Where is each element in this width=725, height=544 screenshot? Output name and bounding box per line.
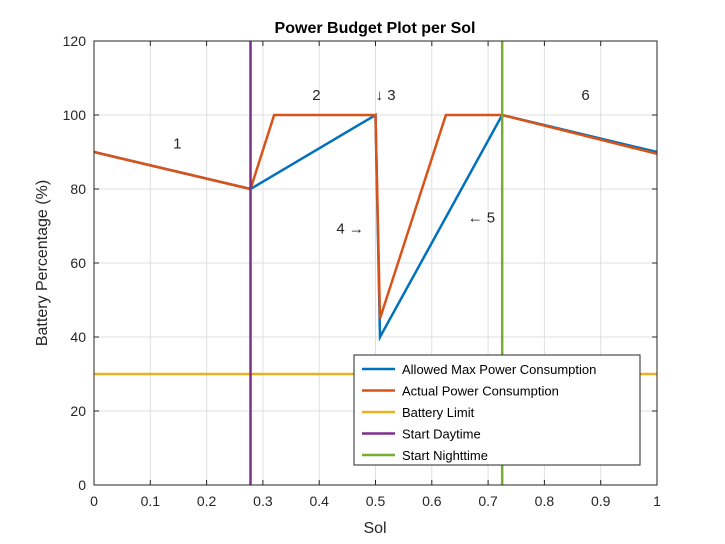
x-tick-label: 1 (653, 493, 661, 509)
axis-ticks: 0 0.1 0.2 0.3 0.4 0.5 0.6 0.7 0.8 0.9 1 0 20 40 60 80 10… (63, 33, 661, 509)
series-line-actual-power-consumption (93, 113, 658, 319)
legend-entry: Battery Limit (402, 405, 475, 420)
x-tick-label: 0.1 (141, 493, 161, 509)
annotation-label: ← 5 (468, 209, 496, 226)
annotation-label: 1 (173, 135, 181, 152)
legend-entry: Actual Power Consumption (402, 384, 559, 399)
y-tick-label: 60 (70, 255, 86, 271)
x-tick-label: 0.8 (535, 493, 555, 509)
x-tick-label: 0.6 (422, 493, 442, 509)
x-tick-label: 0 (90, 493, 98, 509)
x-tick-label: 0.4 (309, 493, 329, 509)
y-tick-label: 40 (70, 329, 86, 345)
y-tick-label: 0 (78, 477, 86, 493)
x-axis-label: Sol (363, 520, 386, 537)
x-tick-label: 0.2 (197, 493, 217, 509)
legend-entry: Allowed Max Power Consumption (402, 362, 596, 377)
annotation-label: 2 (312, 87, 320, 104)
x-tick-label: 0.5 (366, 493, 386, 509)
chart-title: Power Budget Plot per Sol (275, 20, 476, 37)
annotation-label: ↓ 3 (376, 87, 396, 104)
x-tick-label: 0.9 (591, 493, 611, 509)
annotations: 1 2 ↓ 3 4 → ← 5 6 (173, 87, 590, 237)
y-tick-label: 80 (70, 181, 86, 197)
x-tick-label: 0.7 (478, 493, 498, 509)
legend-box (353, 354, 641, 466)
y-tick-label: 120 (63, 33, 87, 49)
annotation-label: 6 (581, 87, 589, 104)
y-axis-label: Battery Percentage (%) (34, 180, 51, 346)
y-tick-label: 20 (70, 403, 86, 419)
legend-entry: Start Daytime (402, 427, 481, 442)
x-tick-label: 0.3 (253, 493, 273, 509)
legend: Allowed Max Power Consumption Actual Powe… (353, 354, 641, 466)
y-tick-label: 100 (63, 107, 87, 123)
annotation-label: 4 → (336, 220, 364, 237)
legend-entry: Start Nighttime (402, 448, 488, 463)
